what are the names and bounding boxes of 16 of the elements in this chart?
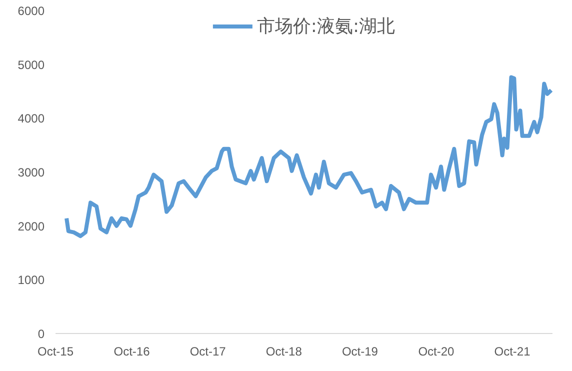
x-tick-label: Oct-20: [418, 344, 455, 358]
x-tick-label: Oct-15: [37, 344, 74, 358]
x-tick-label: Oct-17: [190, 344, 226, 358]
y-tick-label: 3000: [18, 166, 45, 180]
x-tick-label: Oct-18: [266, 344, 302, 358]
x-tick-label: Oct-21: [494, 344, 531, 358]
y-tick-label: 6000: [18, 4, 45, 18]
y-tick-label: 0: [38, 327, 45, 341]
y-tick-label: 1000: [18, 273, 45, 288]
line-series: [64, 75, 552, 238]
y-tick-label: 4000: [18, 112, 45, 126]
x-tick-label: Oct-16: [114, 344, 150, 358]
y-tick-label: 2000: [18, 219, 45, 234]
legend-label: 市场价:液氨:湖北: [256, 15, 396, 38]
y-tick-label: 5000: [18, 58, 45, 72]
x-tick-label: Oct-19: [342, 344, 378, 358]
